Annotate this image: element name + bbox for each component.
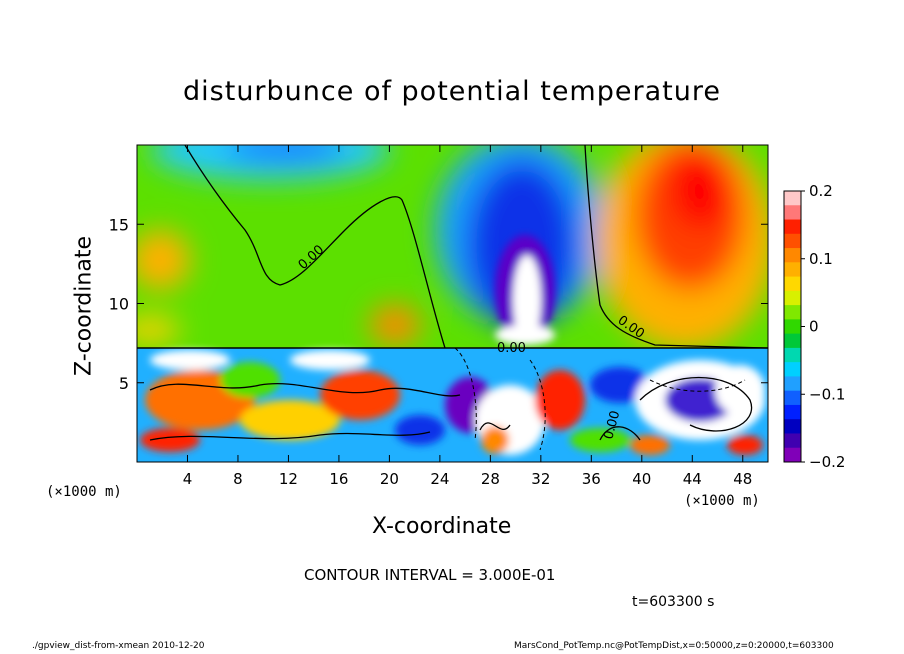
x-tick-label-8: 36 [582, 470, 601, 488]
y-axis: 5 10 15 [109, 215, 768, 393]
x-axis-unit: (×1000 m) [684, 493, 760, 509]
footer-right: MarsCond_PotTemp.nc@PotTempDist,x=0:5000… [514, 641, 834, 651]
colorbar-tick-label-1: 0.1 [809, 250, 833, 268]
x-tick-label-0: 4 [183, 470, 193, 488]
contour-dashed [454, 347, 746, 451]
colorbar-band-18 [784, 447, 801, 463]
colorbar-band-8 [784, 305, 801, 320]
x-tick-label-5: 24 [430, 470, 449, 488]
colorbar-tick-label-4: −0.2 [809, 453, 845, 471]
contour-label-3: 0.00 [497, 341, 526, 356]
y-axis-label: Z-coordinate [71, 236, 97, 376]
time-stamp: t=603300 s [632, 594, 715, 610]
y-tick-label-2: 15 [109, 215, 129, 234]
colorbar-band-10 [784, 333, 801, 349]
colorbar-tick-label-0: 0.2 [809, 182, 833, 200]
x-tick-label-1: 8 [233, 470, 243, 488]
upper-core [495, 235, 555, 345]
lower-eddies [140, 350, 765, 455]
chart-title: disturbunce of potential temperature [183, 76, 721, 107]
x-tick-label-3: 16 [329, 470, 348, 488]
x-tick-label-2: 12 [279, 470, 298, 488]
x-axis: 4 8 12 16 20 24 28 32 36 40 44 48 [183, 145, 752, 488]
colorbar-band-1 [784, 205, 801, 221]
contour-lines [137, 145, 768, 441]
colorbar-tick-label-3: −0.1 [809, 385, 845, 403]
contour-label-4: 0.00 [601, 409, 623, 441]
colorbar-band-0 [784, 191, 801, 206]
colorbar-band-6 [784, 276, 801, 292]
y-axis-unit: (×1000 m) [46, 484, 122, 500]
x-axis-label: X-coordinate [372, 514, 512, 539]
colorbar-band-3 [784, 233, 801, 249]
colorbar: 0.2 0.1 0 −0.1 −0.2 [783, 182, 845, 471]
colorbar-band-11 [784, 347, 801, 363]
colorbar-band-17 [784, 433, 801, 449]
x-tick-label-10: 44 [683, 470, 702, 488]
colorbar-band-12 [784, 362, 801, 377]
x-tick-label-7: 32 [531, 470, 550, 488]
colorbar-band-7 [784, 290, 801, 306]
x-tick-label-11: 48 [733, 470, 752, 488]
colorbar-band-9 [784, 319, 801, 335]
y-tick-label-1: 10 [109, 295, 129, 314]
y-tick-label-0: 5 [119, 374, 129, 393]
x-tick-label-4: 20 [380, 470, 399, 488]
colorbar-band-2 [784, 219, 801, 235]
colorbar-band-14 [784, 390, 801, 406]
footer-left: ./gpview_dist-from-xmean 2010-12-20 [32, 641, 205, 651]
colorbar-band-16 [784, 419, 801, 434]
colorbar-band-13 [784, 376, 801, 392]
x-tick-label-6: 28 [481, 470, 500, 488]
colorbar-band-4 [784, 248, 801, 263]
colorbar-band-15 [784, 404, 801, 420]
contour-interval-text: CONTOUR INTERVAL = 3.000E-01 [304, 566, 556, 584]
colorbar-band-5 [784, 262, 801, 278]
x-tick-label-9: 40 [632, 470, 651, 488]
colorbar-tick-label-2: 0 [809, 318, 819, 336]
